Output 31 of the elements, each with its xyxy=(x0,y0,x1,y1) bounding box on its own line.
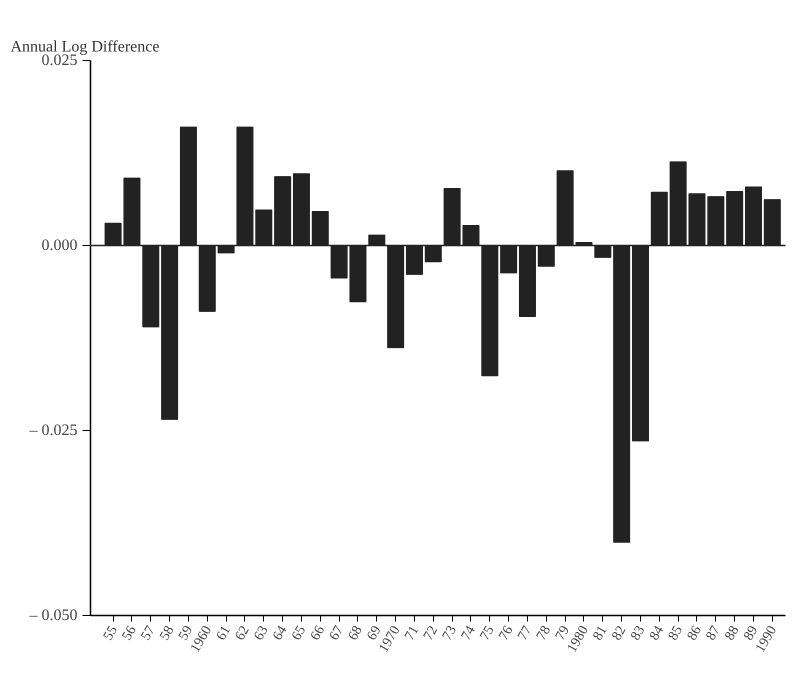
x-tick-label: 62 xyxy=(232,624,253,644)
x-tick-label: 76 xyxy=(496,624,516,644)
x-tick-label: 64 xyxy=(270,624,290,644)
y-tick-label: – 0.025 xyxy=(28,422,78,439)
x-tick-label: 68 xyxy=(346,624,366,644)
x-tick-label: 67 xyxy=(326,624,347,644)
x-tick-label: 58 xyxy=(157,624,178,644)
x-tick-label: 82 xyxy=(609,624,630,644)
x-tick-label: 65 xyxy=(289,624,310,644)
x-tick-label: 87 xyxy=(704,624,724,644)
x-tick-label: 77 xyxy=(515,624,536,644)
y-tick-label: – 0.050 xyxy=(28,607,78,624)
x-tick-label: 81 xyxy=(590,624,611,644)
x-tick-label: 73 xyxy=(440,624,460,644)
x-tick-label: 85 xyxy=(666,624,686,644)
x-tick-label: 63 xyxy=(252,624,272,644)
x-tick-label: 56 xyxy=(120,624,140,644)
x-tick-label: 74 xyxy=(458,624,479,644)
x-tick-label: 57 xyxy=(138,624,159,644)
x-tick-label: 78 xyxy=(534,624,554,644)
x-tick-label: 84 xyxy=(647,624,668,644)
x-tick-label: 71 xyxy=(402,624,422,644)
y-tick-label: 0.000 xyxy=(42,237,78,254)
x-tick-label: 75 xyxy=(478,624,498,644)
x-tick-label: 86 xyxy=(684,624,705,644)
x-tick-label: 72 xyxy=(421,624,442,644)
x-tick-label: 66 xyxy=(308,624,328,644)
x-tick-label: 83 xyxy=(628,624,648,644)
x-tick-label: 88 xyxy=(722,624,742,644)
x-tick-label: 61 xyxy=(214,624,234,644)
x-tick-label: 55 xyxy=(100,624,121,644)
